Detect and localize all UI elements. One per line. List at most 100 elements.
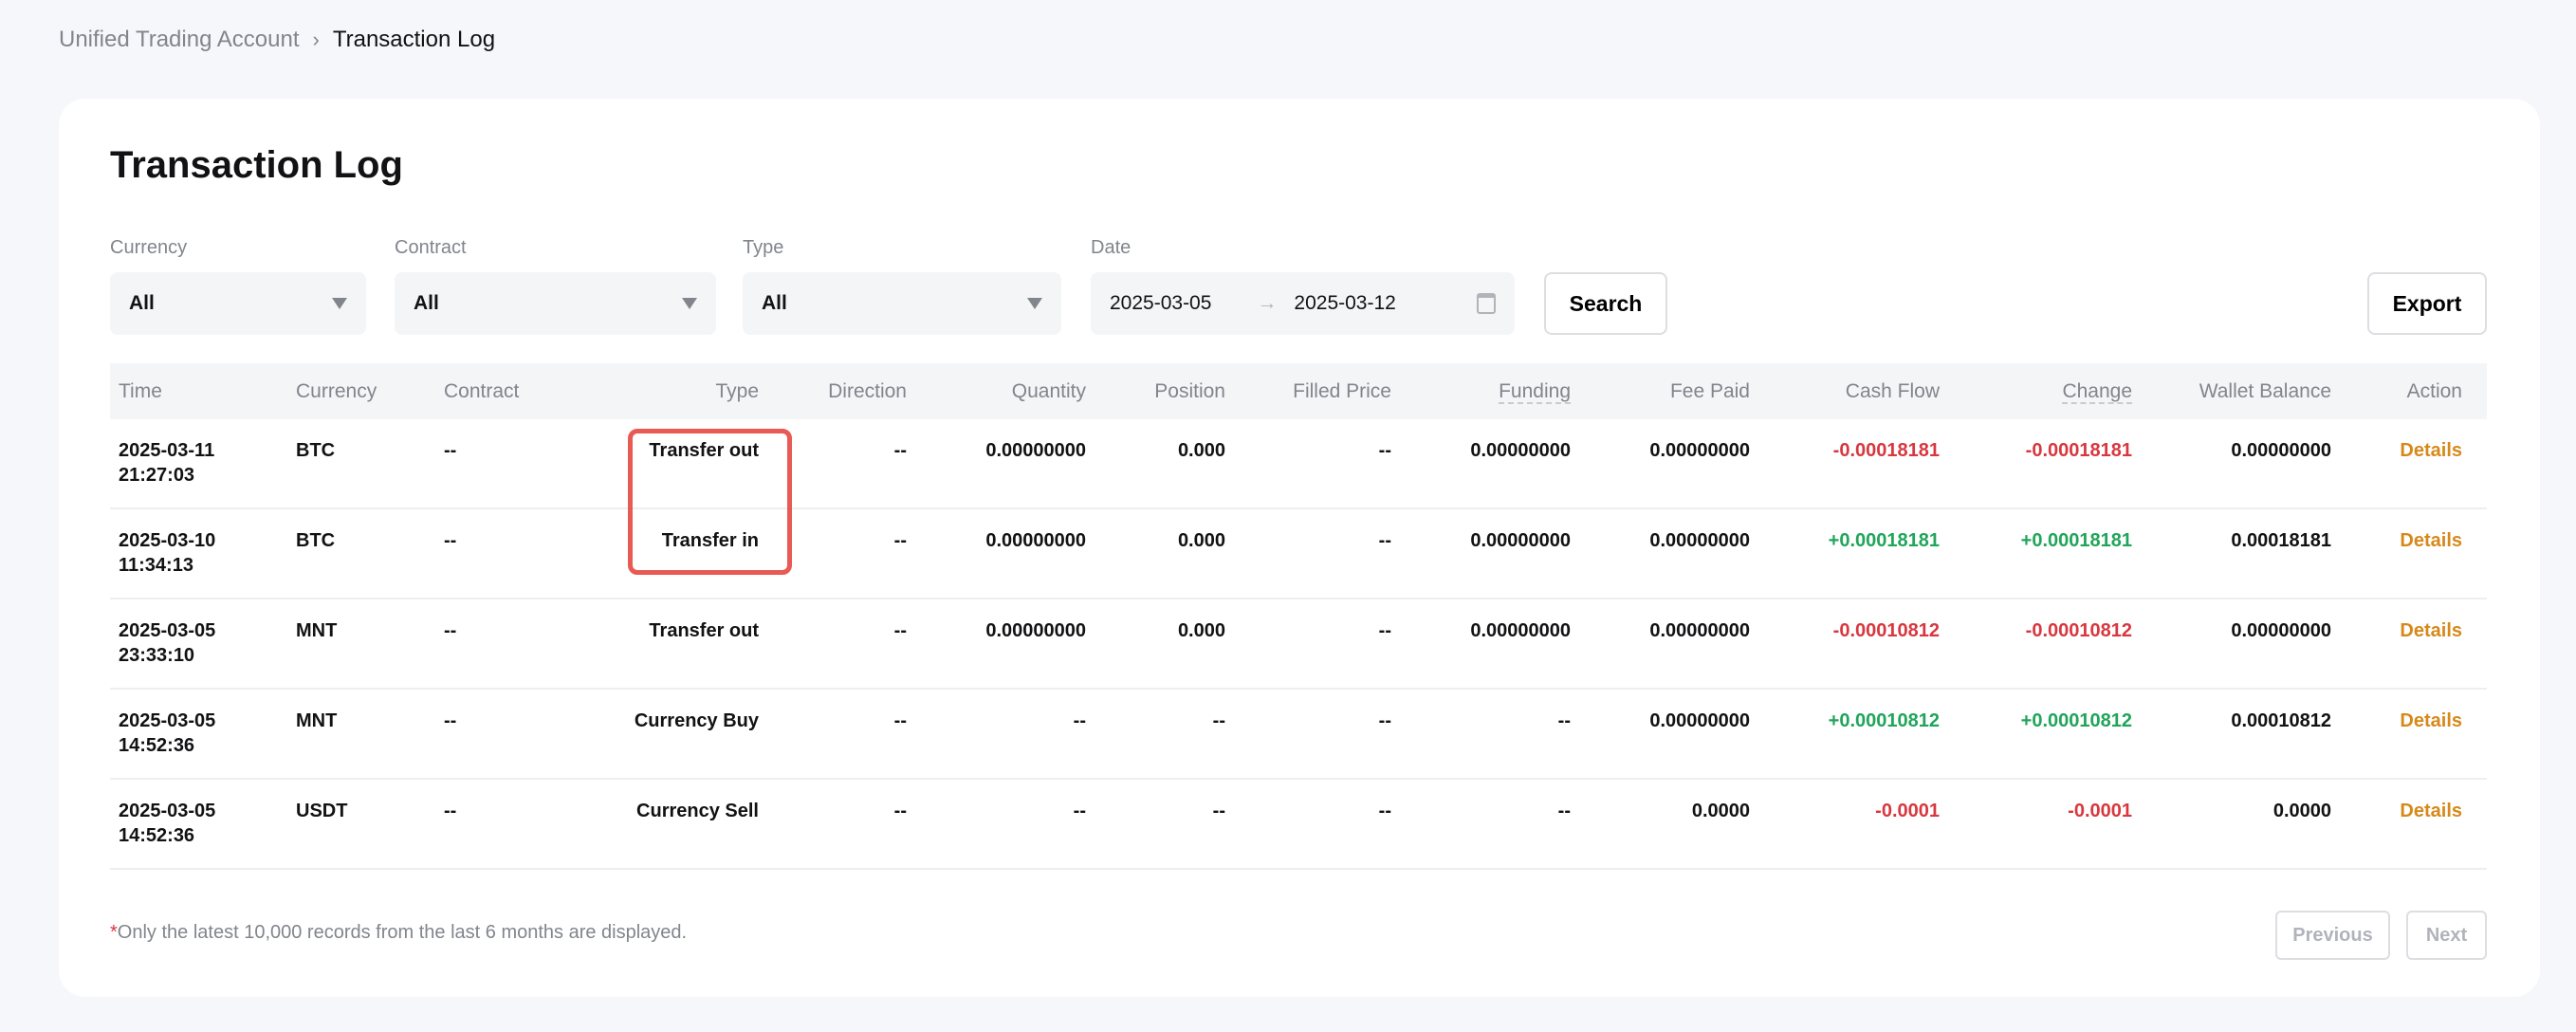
- column-header-position: Position: [1086, 380, 1225, 403]
- column-header-label: Action: [2406, 379, 2462, 402]
- cell-funding: 0.00000000: [1470, 440, 1571, 461]
- contract-filter-label: Contract: [395, 237, 467, 258]
- caret-down-icon: [332, 298, 347, 309]
- cell-funding: 0.00000000: [1470, 530, 1571, 551]
- transaction-log-card: Transaction Log Currency All Contract Al…: [59, 99, 2540, 997]
- cell-quantity: 0.00000000: [985, 620, 1086, 641]
- currency-filter-label: Currency: [110, 237, 188, 258]
- cell-contract: --: [444, 710, 457, 731]
- cell-quantity: --: [1073, 801, 1086, 821]
- column-header-filled-price: Filled Price: [1225, 380, 1391, 403]
- cell-position: --: [1212, 710, 1225, 731]
- cell-direction: --: [893, 620, 907, 641]
- cell-cash-flow: +0.00018181: [1828, 530, 1940, 551]
- cell-type: Transfer out: [649, 620, 759, 641]
- cell-funding: --: [1557, 801, 1571, 821]
- cell-fee-paid: 0.00000000: [1649, 440, 1750, 461]
- cell-contract: --: [444, 801, 457, 821]
- column-header-type: Type: [607, 380, 759, 403]
- cell-currency: BTC: [296, 440, 336, 461]
- cell-filled-price: --: [1378, 530, 1391, 551]
- cell-quantity: 0.00000000: [985, 530, 1086, 551]
- details-link[interactable]: Details: [2400, 620, 2462, 641]
- chevron-right-icon: ›: [312, 28, 320, 51]
- cell-date: 2025-03-05: [119, 710, 216, 731]
- cell-quantity: 0.00000000: [985, 440, 1086, 461]
- type-select[interactable]: All: [743, 272, 1061, 335]
- cell-time: 21:27:03: [119, 465, 195, 486]
- table-row: 2025-03-11 21:27:03 BTC -- Transfer out -- 0.0…: [110, 419, 2487, 509]
- next-page-button[interactable]: Next: [2406, 911, 2487, 960]
- column-header-label: Contract: [444, 379, 520, 402]
- end-date-input[interactable]: 2025-03-12: [1294, 292, 1396, 314]
- cell-wallet-balance: 0.00000000: [2231, 620, 2331, 641]
- column-header-label: Direction: [828, 379, 907, 402]
- cell-position: 0.000: [1177, 620, 1225, 641]
- breadcrumb: Unified Trading Account › Transaction Lo…: [59, 27, 495, 53]
- currency-select[interactable]: All: [110, 272, 366, 335]
- cell-wallet-balance: 0.0000: [2272, 801, 2331, 821]
- cell-contract: --: [444, 530, 457, 551]
- cell-currency: USDT: [296, 801, 348, 821]
- cell-direction: --: [893, 440, 907, 461]
- transaction-table: Time Currency Contract Type Direction Quantit…: [110, 363, 2487, 870]
- cell-time: 2025-03-05 14:52:36: [110, 709, 287, 778]
- details-link[interactable]: Details: [2400, 801, 2462, 821]
- column-header-label: Change: [2062, 379, 2132, 404]
- cell-filled-price: --: [1378, 440, 1391, 461]
- cell-wallet-balance: 0.00018181: [2231, 530, 2331, 551]
- column-header-action: Action: [2331, 380, 2462, 403]
- cell-change: -0.00018181: [2025, 440, 2132, 461]
- details-link[interactable]: Details: [2400, 440, 2462, 461]
- cell-position: 0.000: [1177, 440, 1225, 461]
- start-date-input[interactable]: 2025-03-05: [1110, 292, 1212, 314]
- search-button[interactable]: Search: [1544, 272, 1667, 335]
- cell-filled-price: --: [1378, 710, 1391, 731]
- date-filter-label: Date: [1091, 237, 1132, 258]
- details-link[interactable]: Details: [2400, 530, 2462, 551]
- cell-funding: --: [1557, 710, 1571, 731]
- column-header-label: Time: [119, 379, 162, 402]
- type-select-value: All: [762, 292, 787, 314]
- previous-page-button[interactable]: Previous: [2275, 911, 2390, 960]
- column-header-cash-flow: Cash Flow: [1750, 380, 1940, 403]
- column-header-contract: Contract: [435, 380, 607, 403]
- cell-date: 2025-03-05: [119, 801, 216, 821]
- cell-quantity: --: [1073, 710, 1086, 731]
- cell-wallet-balance: 0.00000000: [2231, 440, 2331, 461]
- column-header-quantity: Quantity: [907, 380, 1086, 403]
- column-header-label: Fee Paid: [1669, 379, 1750, 402]
- cell-date: 2025-03-11: [119, 440, 215, 461]
- cell-cash-flow: +0.00010812: [1828, 710, 1940, 731]
- column-header-label: Cash Flow: [1845, 379, 1940, 402]
- column-header-label: Quantity: [1011, 379, 1086, 402]
- contract-select[interactable]: All: [395, 272, 716, 335]
- caret-down-icon: [1027, 298, 1042, 309]
- breadcrumb-parent-link[interactable]: Unified Trading Account: [59, 27, 300, 52]
- footnote-asterisk: *: [110, 922, 118, 943]
- cell-time: 2025-03-05 23:33:10: [110, 618, 287, 688]
- cell-funding: 0.00000000: [1470, 620, 1571, 641]
- calendar-icon[interactable]: [1477, 293, 1496, 314]
- cell-cash-flow: -0.0001: [1875, 801, 1940, 821]
- cell-type: Transfer out: [649, 440, 759, 461]
- cell-filled-price: --: [1378, 620, 1391, 641]
- date-range-picker[interactable]: 2025-03-05 → 2025-03-12: [1091, 272, 1515, 335]
- cell-type: Currency Buy: [634, 710, 759, 731]
- details-link[interactable]: Details: [2400, 710, 2462, 731]
- cell-change: -0.00010812: [2025, 620, 2132, 641]
- cell-wallet-balance: 0.00010812: [2231, 710, 2331, 731]
- cell-fee-paid: 0.00000000: [1649, 530, 1750, 551]
- cell-currency: BTC: [296, 530, 336, 551]
- column-header-label: Position: [1154, 379, 1225, 402]
- export-button[interactable]: Export: [2367, 272, 2487, 335]
- cell-time: 2025-03-11 21:27:03: [110, 438, 287, 507]
- cell-time: 2025-03-05 14:52:36: [110, 799, 287, 868]
- column-header-direction: Direction: [759, 380, 907, 403]
- column-header-change: Change: [1940, 379, 2132, 404]
- cell-direction: --: [893, 710, 907, 731]
- cell-time: 2025-03-10 11:34:13: [110, 528, 287, 598]
- currency-select-value: All: [129, 292, 155, 314]
- cell-currency: MNT: [296, 620, 338, 641]
- contract-select-value: All: [414, 292, 439, 314]
